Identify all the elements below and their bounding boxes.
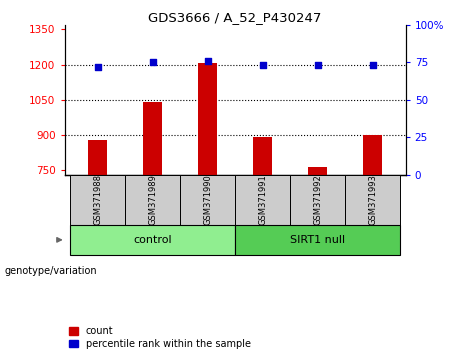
Text: GSM371988: GSM371988 [93,175,102,225]
Bar [253,137,272,175]
Legend: count, percentile rank within the sample: count, percentile rank within the sample [70,326,251,349]
Bar [308,167,327,175]
Bar [235,175,290,225]
Bar [198,63,217,175]
Text: GSM371989: GSM371989 [148,175,157,225]
Bar [70,175,125,225]
Bar [143,102,162,175]
Text: GSM371990: GSM371990 [203,175,212,225]
Bar [125,175,180,225]
Bar [70,225,235,255]
Point [259,62,266,68]
Title: GDS3666 / A_52_P430247: GDS3666 / A_52_P430247 [148,11,322,24]
Text: control: control [133,235,172,245]
Bar [345,175,400,225]
Bar [180,175,235,225]
Text: GSM371993: GSM371993 [368,175,377,225]
Text: GSM371992: GSM371992 [313,175,322,225]
Point [149,59,156,65]
Bar [363,135,382,175]
Point [94,64,101,70]
Point [369,62,376,68]
Point [314,62,321,68]
Text: SIRT1 null: SIRT1 null [290,235,345,245]
Point [204,58,211,64]
Bar [290,175,345,225]
Text: GSM371991: GSM371991 [258,175,267,225]
Bar [235,225,400,255]
Bar [88,140,107,175]
Text: genotype/variation: genotype/variation [5,266,97,276]
